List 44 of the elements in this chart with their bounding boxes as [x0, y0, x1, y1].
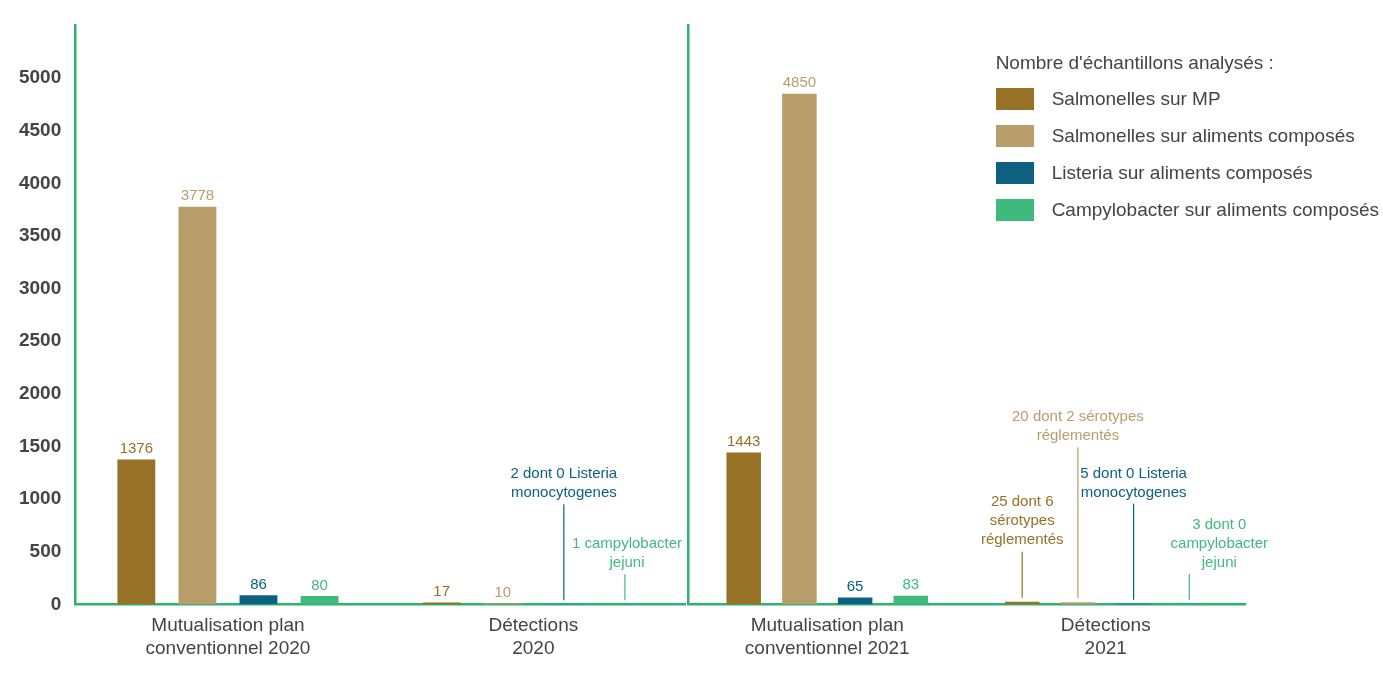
y-tick-label: 500	[29, 540, 62, 561]
y-tick-label: 0	[50, 592, 62, 614]
data-label: 65	[846, 577, 864, 595]
legend-label: Campylobacter sur aliments composés	[1051, 199, 1379, 221]
data-label: 17	[433, 582, 451, 600]
data-label: 20 dont 2 sérotypes réglementés	[1012, 406, 1144, 443]
legend-label: Salmonelles sur aliments composés	[1051, 125, 1355, 147]
bar	[178, 206, 217, 605]
data-label: 1376	[119, 439, 154, 457]
bar	[1060, 602, 1096, 605]
data-label: 5 dont 0 Listeria monocytogenes	[1080, 463, 1188, 500]
y-tick-label: 2500	[18, 329, 62, 351]
data-label: 1443	[727, 432, 761, 450]
data-label: 86	[250, 574, 267, 592]
bar	[117, 459, 156, 605]
legend-label: Listeria sur aliments composés	[1051, 162, 1313, 184]
data-label: 2 dont 0 Listeria monocytogenes	[510, 463, 618, 500]
legend-label: Salmonelles sur MP	[1051, 88, 1221, 110]
bar	[893, 595, 929, 605]
y-tick-label: 4500	[18, 118, 62, 140]
data-label: 10	[494, 582, 512, 600]
y-tick-label: 1000	[18, 487, 62, 509]
data-label: 3 dont 0 campylobacter jejuni	[1170, 514, 1269, 570]
data-label: 1 campylobacter jejuni	[571, 533, 682, 570]
x-tick-label: Mutualisation plan conventionnel 2021	[744, 614, 910, 658]
x-tick-label: Détections 2020	[488, 614, 579, 658]
x-tick-label: Mutualisation plan conventionnel 2020	[145, 614, 311, 658]
data-label: 25 dont 6 sérotypes réglementés	[980, 492, 1064, 548]
y-tick-label: 2000	[18, 382, 62, 404]
bar	[300, 595, 339, 605]
y-tick-label: 3500	[18, 224, 62, 246]
bar	[726, 452, 761, 605]
bar	[239, 595, 278, 605]
data-label: 83	[902, 575, 920, 593]
legend-title: Nombre d'échantillons analysés :	[995, 52, 1275, 74]
data-label: 3778	[180, 186, 215, 204]
y-tick-label: 5000	[18, 66, 62, 88]
y-tick-label: 3000	[18, 276, 62, 298]
y-tick-label: 1500	[18, 434, 62, 456]
y-tick-label: 4000	[18, 171, 62, 193]
bar	[782, 93, 817, 605]
data-label: 4850	[782, 73, 817, 91]
x-tick-label: Détections 2021	[1060, 614, 1151, 658]
data-label: 80	[311, 575, 328, 593]
